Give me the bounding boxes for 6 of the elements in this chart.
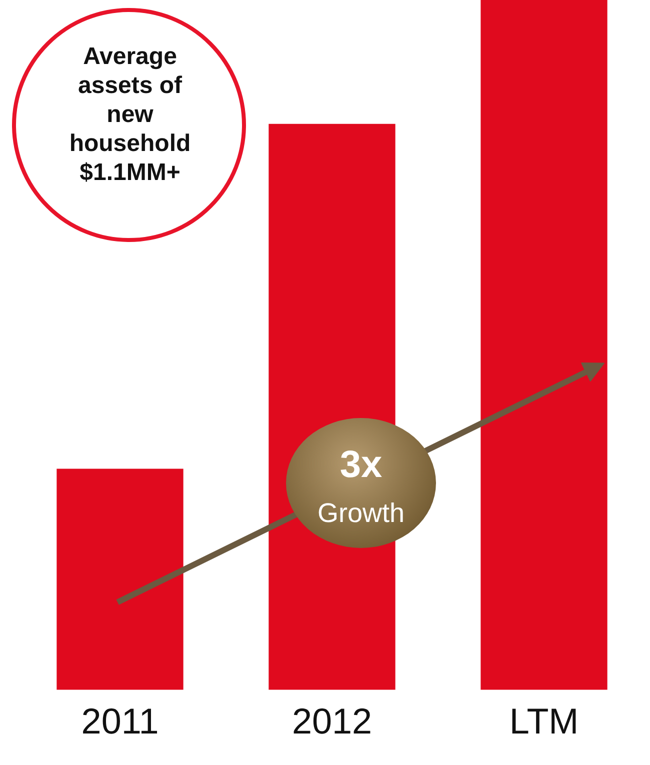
- x-tick-label: 2012: [292, 700, 372, 742]
- annotation: 3x: [338, 444, 384, 487]
- x-tick-label: LTM: [509, 700, 579, 742]
- annotation: Growth: [316, 498, 406, 529]
- x-tick-label: 2011: [81, 700, 159, 742]
- annotation: Average assets of new household $1.1MM+: [68, 42, 192, 187]
